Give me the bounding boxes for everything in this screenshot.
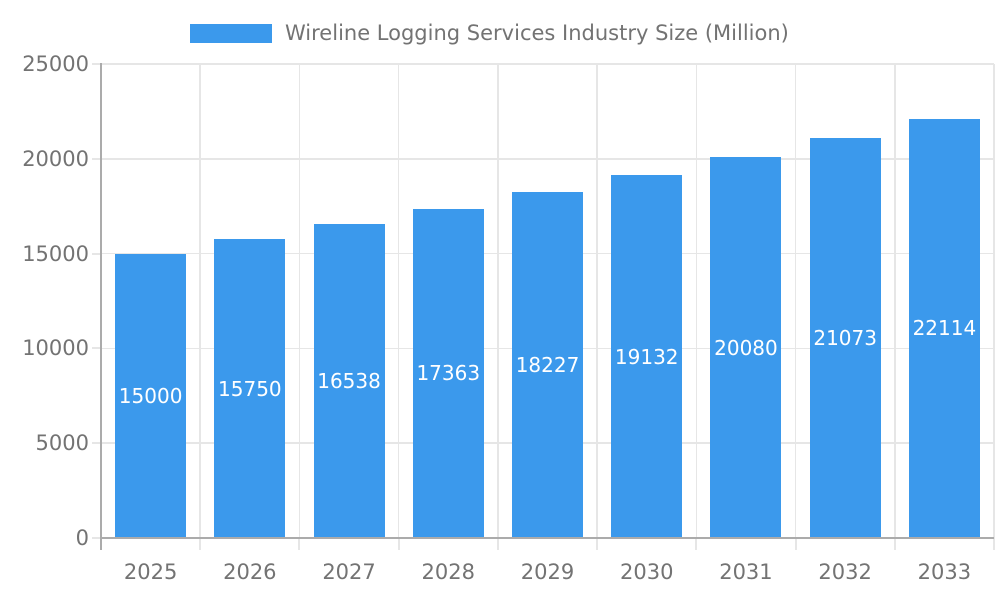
x-axis-label: 2031 — [719, 560, 773, 584]
y-axis-label: 5000 — [35, 431, 89, 456]
x-axis-label: 2033 — [917, 560, 972, 584]
x-axis-line — [101, 537, 994, 539]
x-axis-tick — [199, 538, 202, 550]
x-axis-tick — [794, 538, 797, 550]
x-gridline — [199, 64, 201, 538]
y-axis-tick — [92, 537, 101, 539]
x-axis-tick — [397, 538, 400, 550]
y-axis-label: 10000 — [22, 336, 89, 361]
x-axis-tick — [496, 538, 499, 550]
bar-value-label: 15000 — [118, 383, 183, 408]
x-axis-tick — [100, 538, 102, 550]
x-axis-label: 2032 — [818, 560, 872, 584]
y-gridline — [101, 158, 994, 160]
x-gridline — [397, 64, 400, 538]
y-gridline — [101, 63, 994, 65]
legend-swatch-icon — [190, 23, 272, 43]
y-axis-label: 0 — [75, 526, 89, 550]
x-gridline — [794, 64, 797, 538]
bar[interactable] — [512, 192, 583, 538]
x-gridline — [596, 64, 598, 538]
y-axis-tick — [92, 442, 101, 445]
bar[interactable] — [115, 253, 187, 538]
x-axis-label: 2028 — [421, 560, 475, 584]
x-axis-tick — [695, 538, 698, 550]
bar-value-label: 20080 — [714, 335, 778, 360]
bar[interactable] — [313, 224, 385, 538]
bar[interactable] — [809, 138, 881, 538]
bar[interactable] — [214, 239, 286, 538]
bar-value-label: 16538 — [317, 369, 381, 394]
bar-value-label: 18227 — [515, 353, 580, 378]
legend-label: Wireline Logging Services Industry Size … — [285, 21, 789, 45]
x-axis-label: 2025 — [123, 560, 178, 584]
y-axis-label: 15000 — [22, 241, 89, 266]
bar-value-label: 19132 — [614, 344, 679, 369]
bar-value-label: 15750 — [218, 376, 282, 401]
bar[interactable] — [908, 118, 980, 538]
bar[interactable] — [710, 157, 782, 538]
x-gridline — [298, 64, 301, 538]
x-axis-label: 2026 — [223, 560, 277, 584]
y-axis-tick — [92, 157, 101, 160]
y-axis-tick — [92, 252, 101, 255]
bar[interactable] — [412, 208, 484, 538]
y-axis-tick — [92, 347, 101, 350]
x-axis-label: 2030 — [619, 560, 674, 584]
x-axis-tick — [298, 538, 301, 550]
x-gridline — [497, 64, 499, 538]
x-axis-label: 2027 — [322, 560, 376, 584]
x-axis-label: 2029 — [520, 560, 575, 584]
x-axis-tick — [993, 538, 995, 550]
x-gridline — [894, 64, 896, 538]
y-axis-line — [100, 63, 102, 538]
x-axis-tick — [893, 538, 896, 550]
y-axis-label: 25000 — [22, 52, 89, 76]
legend[interactable]: Wireline Logging Services Industry Size … — [190, 22, 789, 44]
bar-value-label: 21073 — [813, 326, 877, 351]
bar[interactable] — [611, 175, 683, 538]
x-gridline — [993, 64, 995, 538]
bar-value-label: 22114 — [912, 316, 977, 341]
x-gridline — [695, 64, 698, 538]
x-axis-tick — [596, 538, 599, 550]
bar-value-label: 17363 — [416, 361, 481, 386]
y-axis-label: 20000 — [22, 146, 89, 171]
y-axis-tick — [92, 63, 101, 65]
